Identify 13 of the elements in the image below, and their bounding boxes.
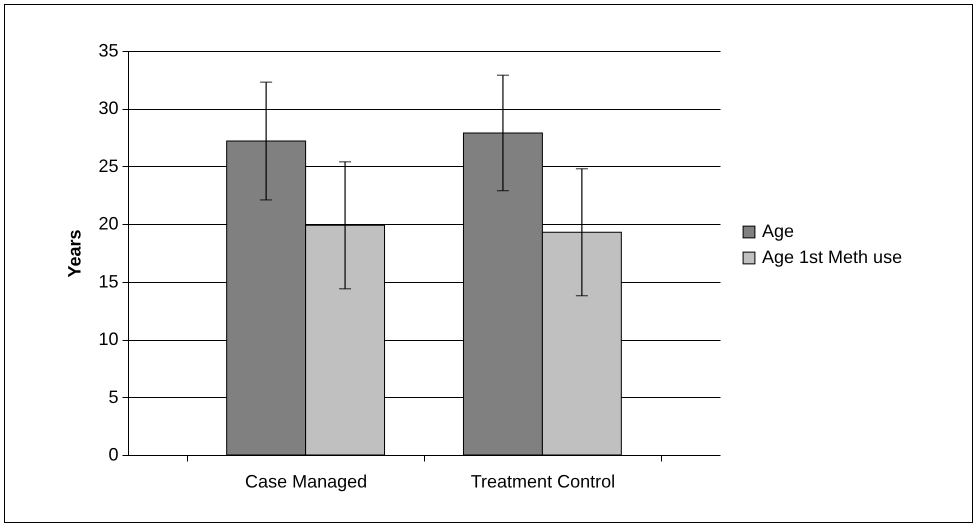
y-axis-title: Years xyxy=(64,229,84,278)
y-tick-label: 30 xyxy=(98,98,118,118)
legend-label: Age 1st Meth use xyxy=(762,247,902,267)
y-tick-label: 35 xyxy=(98,40,118,60)
y-tick-label: 5 xyxy=(108,386,118,407)
legend-label: Age xyxy=(762,221,794,241)
y-tick-label: 10 xyxy=(98,329,118,350)
y-tick-label: 15 xyxy=(98,271,118,292)
y-tick-label: 25 xyxy=(98,156,118,176)
x-tick-label: Case Managed xyxy=(245,472,368,492)
y-tick-label: 20 xyxy=(98,214,118,234)
x-tick-label: Treatment Control xyxy=(470,472,616,492)
y-tick-label: 0 xyxy=(108,444,118,464)
